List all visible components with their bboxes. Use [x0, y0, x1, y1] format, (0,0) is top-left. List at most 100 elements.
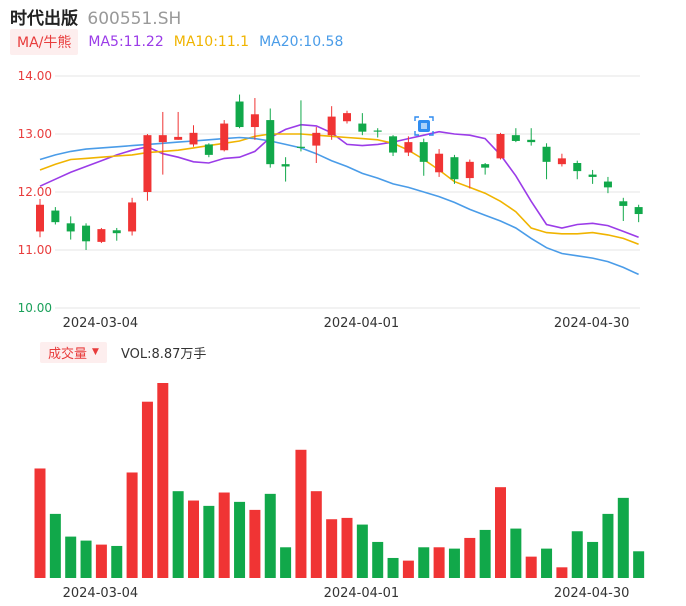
- x-tick-label: 2024-03-04: [63, 316, 139, 331]
- volume-bar: [141, 401, 153, 578]
- candle-body: [435, 153, 444, 173]
- candle: [235, 94, 244, 129]
- candle: [158, 111, 167, 175]
- candle: [36, 198, 44, 238]
- volume-bar: [326, 519, 338, 578]
- candle-body: [557, 158, 566, 165]
- candle: [204, 143, 213, 158]
- stock-title: 时代出版 600551.SH: [10, 4, 181, 29]
- y-tick-label: 14.00: [18, 69, 52, 83]
- candle-body: [588, 174, 597, 177]
- volume-value: VOL:8.87万手: [120, 346, 207, 362]
- volume-bar: [95, 544, 107, 578]
- candle-body: [389, 136, 398, 153]
- candle-body: [527, 139, 536, 143]
- volume-button-label: 成交量: [48, 346, 88, 362]
- price-grid: [55, 75, 640, 309]
- candle-body: [404, 142, 413, 153]
- ma20-label: MA20:10.58: [259, 34, 344, 50]
- candle-body: [143, 135, 152, 192]
- candle-body: [619, 201, 628, 206]
- x-tick-label: 2024-04-01: [324, 316, 400, 331]
- candle: [373, 128, 382, 138]
- candle-body: [82, 225, 91, 242]
- volume-bar: [126, 472, 138, 578]
- candle-body: [112, 230, 121, 234]
- stock-name: 时代出版: [10, 9, 78, 29]
- candle: [527, 128, 536, 146]
- volume-indicator-button[interactable]: 成交量 ▼: [40, 341, 107, 363]
- candle-body: [66, 223, 75, 232]
- ma-toggle-button[interactable]: MA/牛熊: [10, 29, 79, 55]
- volume-bar: [280, 547, 292, 578]
- volume-bar: [188, 500, 199, 578]
- candle: [557, 153, 566, 167]
- candle: [51, 207, 60, 225]
- volume-bar: [80, 540, 92, 578]
- candle-body: [327, 116, 336, 136]
- candle: [450, 154, 459, 184]
- volume-bar: [402, 560, 414, 578]
- candle: [296, 100, 305, 152]
- candle: [542, 143, 551, 180]
- candle: [112, 227, 121, 241]
- volume-bar: [264, 493, 276, 578]
- candle: [404, 136, 413, 157]
- candle-body: [343, 113, 351, 122]
- candle-body: [174, 136, 183, 140]
- x-tick-label: 2024-04-30: [554, 316, 630, 331]
- volume-x-tick-label: 2024-04-01: [324, 586, 400, 601]
- volume-bar: [587, 541, 599, 578]
- volume-bar: [49, 513, 61, 578]
- volume-bar: [65, 536, 77, 578]
- candle: [634, 204, 643, 223]
- volume-bar: [203, 505, 215, 578]
- ma5-label: MA5:11.22: [88, 34, 164, 50]
- candle: [419, 138, 428, 176]
- ma-legend: MA/牛熊 MA5:11.22 MA10:11.1 MA20:10.58: [10, 29, 344, 55]
- volume-bar: [234, 501, 246, 578]
- candle-body: [296, 146, 305, 148]
- candle: [82, 223, 91, 250]
- volume-bar: [633, 551, 645, 578]
- volume-bar: [295, 449, 307, 578]
- candle-body: [373, 130, 382, 132]
- candle-body: [542, 146, 551, 162]
- volume-bar: [479, 529, 491, 578]
- y-tick-label: 13.00: [18, 127, 52, 141]
- candle: [266, 108, 275, 168]
- candle: [619, 197, 628, 221]
- volume-bar: [495, 487, 506, 578]
- candle: [389, 135, 398, 157]
- y-tick-label: 11.00: [18, 243, 52, 257]
- candle: [66, 216, 75, 240]
- candle-body: [51, 210, 60, 223]
- candle: [281, 157, 290, 182]
- candle: [97, 227, 106, 244]
- volume-bar: [249, 509, 261, 578]
- volume-bar: [433, 547, 445, 578]
- candle: [312, 127, 321, 163]
- volume-bar: [510, 528, 522, 578]
- y-tick-label: 12.00: [18, 185, 52, 199]
- volume-bar: [602, 513, 614, 578]
- volume-bar: [218, 492, 230, 578]
- price-x-axis: 2024-03-04 2024-04-01 2024-04-30: [63, 316, 630, 331]
- stock-code: 600551.SH: [87, 9, 182, 29]
- candle: [220, 120, 229, 152]
- volume-x-tick-label: 2024-04-30: [554, 586, 630, 601]
- candle-body: [158, 135, 167, 143]
- candle-body: [496, 134, 505, 159]
- candle: [481, 163, 490, 175]
- volume-bar: [356, 524, 368, 578]
- volume-x-axis: 2024-03-04 2024-04-01 2024-04-30: [63, 586, 630, 601]
- ma-lines: [39, 123, 639, 276]
- candle-body: [281, 164, 290, 167]
- crosshair-marker[interactable]: [414, 116, 434, 136]
- volume-legend: 成交量 ▼ VOL:8.87万手: [40, 341, 207, 363]
- candle-body: [465, 161, 474, 179]
- volume-x-tick-label: 2024-03-04: [63, 586, 139, 601]
- candle-body: [266, 120, 275, 165]
- volume-bar: [525, 556, 537, 578]
